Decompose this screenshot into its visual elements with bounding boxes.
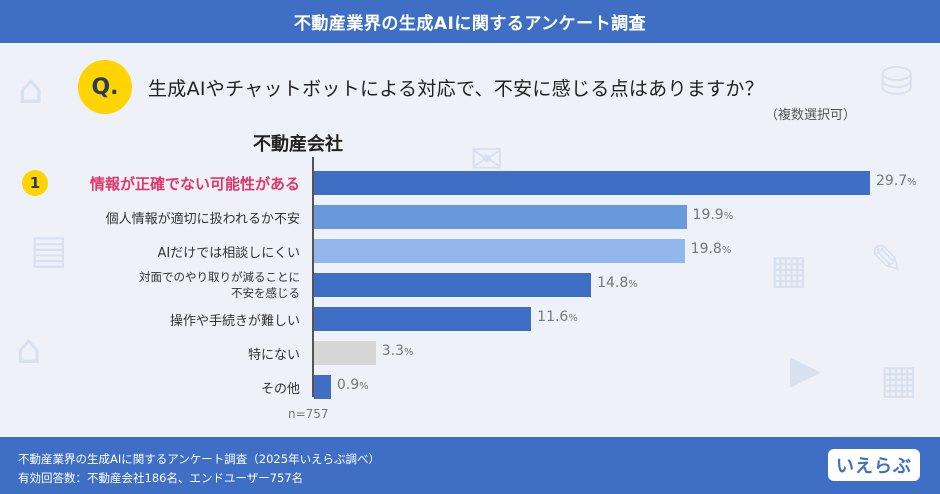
bar-row: AIだけでは相談しにくい 19.8%: [0, 237, 940, 265]
category-label-line: 情報が正確でない可能性がある: [89, 174, 300, 193]
value-unit: %: [907, 177, 917, 188]
value-label: 29.7%: [876, 173, 917, 189]
value-label: 14.8%: [597, 275, 638, 291]
question-badge: Q.: [78, 60, 132, 114]
bar-row: 操作や手続きが難しい 11.6%: [0, 305, 940, 333]
group-title: 不動産会社: [253, 134, 343, 155]
category-label-line: 不安を感じる: [231, 286, 300, 300]
value-label: 19.9%: [693, 207, 734, 223]
bar: [314, 273, 592, 297]
axis-line: [312, 157, 314, 397]
value-unit: %: [723, 211, 734, 222]
footer-source: 不動産業界の生成AIに関するアンケート調査（2025年いえらぶ調べ）: [18, 452, 381, 466]
bar: [314, 375, 331, 399]
pencil-icon: ✎: [870, 237, 904, 283]
value-number: 3.3: [381, 343, 405, 359]
category-label: 操作や手続きが難しい: [170, 305, 300, 333]
bar: [314, 205, 687, 229]
brand-logo: いえらぶ: [828, 449, 920, 481]
value-number: 14.8: [597, 275, 629, 291]
value-unit: %: [359, 381, 369, 392]
question-note: （複数選択可）: [764, 108, 856, 123]
bar: [314, 239, 685, 263]
bar-row: 個人情報が適切に扱われるか不安 19.9%: [0, 203, 940, 231]
category-label: AIだけでは相談しにくい: [158, 237, 300, 265]
bar-row: 1 情報が正確でない可能性がある 29.7%: [0, 169, 940, 197]
category-label: 個人情報が適切に扱われるか不安: [106, 203, 300, 231]
document-icon: ▤: [30, 227, 68, 273]
footer: 不動産業界の生成AIに関するアンケート調査（2025年いえらぶ調べ） 有効回答数…: [0, 437, 940, 494]
category-label-line: AIだけでは相談しにくい: [157, 245, 300, 261]
value-label: 0.9%: [337, 377, 369, 393]
value-unit: %: [628, 279, 638, 290]
value-label: 3.3%: [382, 343, 414, 359]
value-unit: %: [568, 313, 578, 324]
house-icon: ⌂: [16, 327, 42, 373]
category-label: 特にない: [248, 339, 300, 367]
value-number: 11.6: [537, 309, 569, 325]
category-label-line: 対面でのやり取りが減ることに: [139, 270, 300, 284]
question-text: 生成AIやチャットボットによる対応で、不安に感じる点はありますか？: [148, 77, 764, 100]
category-label: 対面でのやり取りが減ることに不安を感じる: [139, 270, 300, 300]
value-label: 11.6%: [537, 309, 578, 325]
category-label-line: 特にない: [247, 347, 300, 363]
value-unit: %: [721, 245, 732, 256]
sample-size-label: n=757: [288, 407, 329, 421]
value-label: 19.8%: [691, 241, 732, 257]
bar: [314, 307, 532, 331]
bar-row: その他 0.9%: [0, 373, 940, 401]
grid-icon: ▦: [880, 357, 918, 403]
value-number: 19.9: [692, 207, 724, 223]
category-label: 情報が正確でない可能性がある: [90, 169, 300, 197]
category-label-line: その他: [260, 381, 300, 397]
category-label-line: 操作や手続きが難しい: [169, 313, 300, 329]
header-title: 不動産業界の生成AIに関するアンケート調査: [0, 0, 940, 43]
value-number: 0.9: [336, 377, 360, 393]
bar: [314, 341, 376, 365]
database-icon: ⛁: [880, 59, 914, 105]
category-label: その他: [261, 373, 300, 401]
bar-row: 対面でのやり取りが減ることに不安を感じる 14.8%: [0, 270, 940, 300]
rank-badge: 1: [22, 170, 48, 196]
value-number: 19.8: [690, 241, 722, 257]
bar-row: 特にない 3.3%: [0, 339, 940, 367]
question-row: Q. 生成AIやチャットボットによる対応で、不安に感じる点はありますか？: [78, 60, 764, 114]
footer-respondents: 有効回答数：不動産会社186名、エンドユーザー757名: [18, 471, 304, 485]
bar: [314, 171, 870, 195]
category-label-line: 個人情報が適切に扱われるか不安: [105, 211, 300, 227]
value-number: 29.7: [876, 173, 908, 189]
video-icon: ▶: [790, 347, 821, 393]
calendar-icon: ▦: [770, 247, 808, 293]
house-icon: ⌂: [18, 67, 44, 113]
value-unit: %: [404, 347, 414, 358]
